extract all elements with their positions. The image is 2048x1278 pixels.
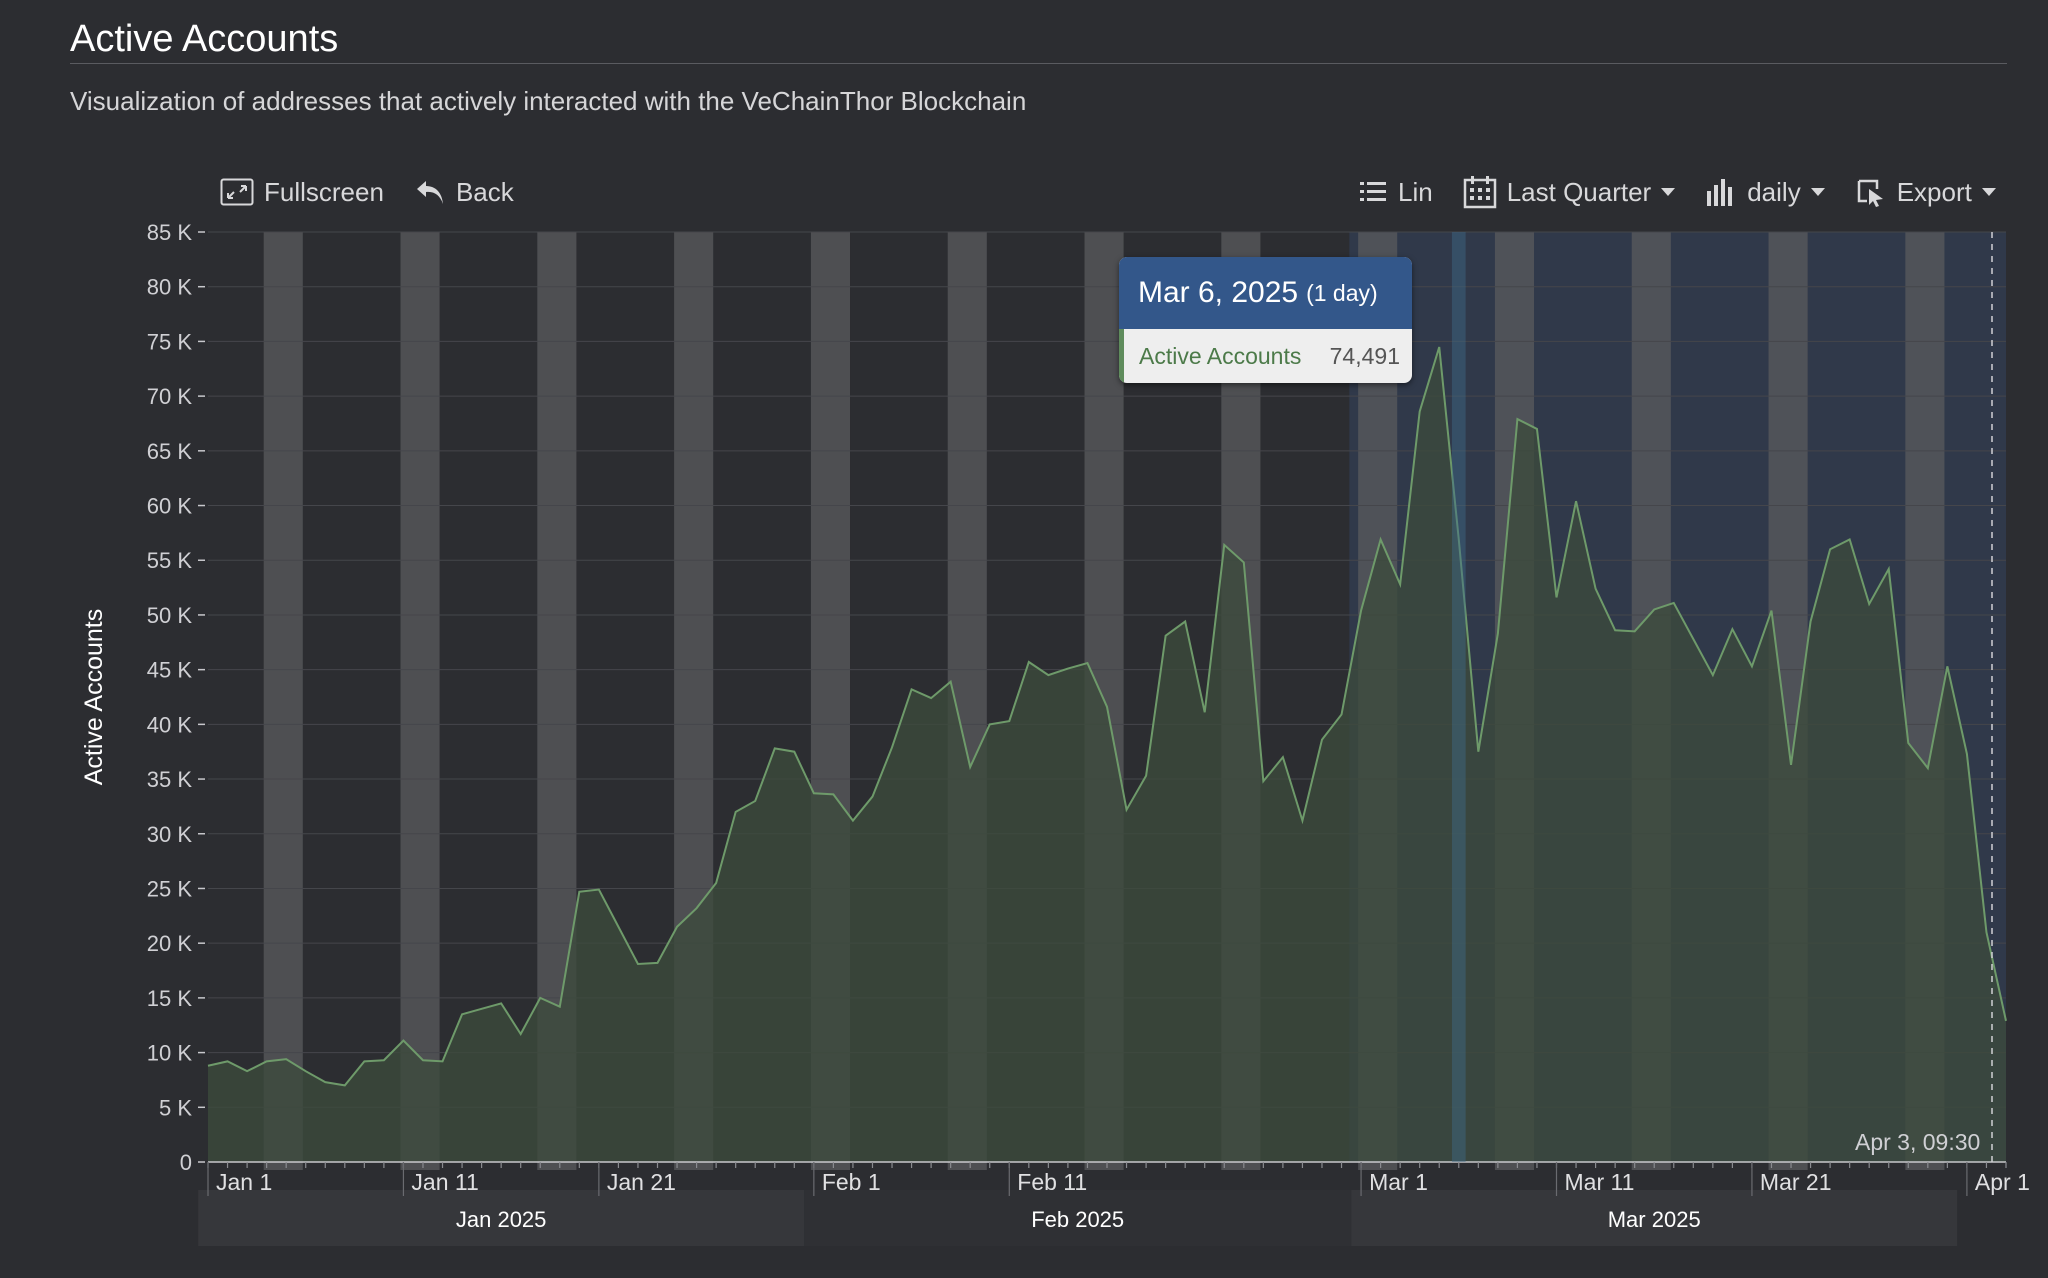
y-tick-label: 15 K (147, 986, 193, 1011)
list-icon (1360, 182, 1386, 201)
y-tick-label: 25 K (147, 876, 193, 901)
month-label: Mar 2025 (1608, 1207, 1701, 1232)
y-tick-label: 80 K (147, 275, 193, 300)
x-tick-label: Jan 11 (411, 1169, 478, 1195)
tooltip-header: Mar 6, 2025 (1 day) (1119, 257, 1412, 329)
chevron-down-icon (1661, 188, 1676, 196)
y-axis-title: Active Accounts (80, 609, 108, 785)
export-label: Export (1896, 176, 1972, 207)
y-tick-label: 30 K (147, 822, 193, 847)
tooltip-row: Active Accounts 74,491 (1119, 329, 1412, 383)
month-band (1351, 1190, 1958, 1246)
back-button[interactable]: Back (414, 177, 514, 208)
x-tick-label: Mar 21 (1760, 1169, 1832, 1195)
toolbar-left: Fullscreen Back (220, 172, 544, 212)
y-tick-label: 40 K (147, 712, 193, 737)
x-tick-label: Feb 1 (822, 1169, 881, 1195)
month-band (804, 1190, 1352, 1246)
fullscreen-icon (220, 178, 254, 206)
y-tick-label: 70 K (147, 384, 193, 409)
fullscreen-label: Fullscreen (264, 176, 384, 207)
y-tick-label: 45 K (147, 658, 193, 683)
data-tooltip: Mar 6, 2025 (1 day) Active Accounts 74,4… (1119, 257, 1412, 383)
x-tick-label: Mar 11 (1565, 1169, 1635, 1195)
x-tick-label: Jan 21 (607, 1169, 676, 1195)
scale-label: Lin (1398, 176, 1433, 207)
tooltip-value: 74,491 (1329, 342, 1400, 369)
page-subtitle: Visualization of addresses that actively… (70, 86, 1027, 116)
chevron-down-icon (1981, 188, 1996, 196)
scale-toggle[interactable]: Lin (1358, 177, 1433, 208)
month-label: Feb 2025 (1031, 1207, 1124, 1232)
y-tick-label: 0 (180, 1150, 192, 1175)
series-area-active-accounts (208, 346, 2006, 1162)
y-tick-label: 85 K (147, 220, 193, 245)
range-label: Last Quarter (1506, 176, 1652, 207)
export-icon (1857, 179, 1883, 207)
tooltip-date: Mar 6, 2025 (1138, 276, 1299, 309)
y-tick-label: 35 K (147, 767, 193, 792)
latest-timestamp: Apr 3, 09:30 (1855, 1129, 1981, 1155)
series-line-active-accounts (207, 346, 2007, 1087)
back-label: Back (455, 176, 514, 207)
toolbar-right: Lin Last Quarter daily Export (1358, 172, 2026, 212)
weekend-band (400, 232, 440, 1170)
y-tick-label: 65 K (147, 439, 193, 464)
bar-chart-icon (1707, 179, 1733, 206)
page-title: Active Accounts (70, 18, 339, 60)
y-tick-label: 5 K (159, 1095, 192, 1120)
interval-dropdown[interactable]: daily (1705, 176, 1825, 208)
export-dropdown[interactable]: Export (1855, 177, 1996, 208)
x-tick-label: Mar 1 (1369, 1169, 1428, 1195)
y-tick-label: 20 K (147, 931, 193, 956)
y-tick-label: 10 K (147, 1041, 193, 1066)
range-dropdown[interactable]: Last Quarter (1463, 175, 1676, 209)
y-tick-label: 55 K (147, 548, 193, 573)
interval-label: daily (1747, 176, 1801, 207)
y-tick-label: 75 K (147, 329, 193, 354)
x-tick-label: Jan 1 (216, 1169, 272, 1195)
undo-arrow-icon (416, 181, 443, 204)
tooltip-span: (1 day) (1306, 279, 1378, 306)
fullscreen-button[interactable]: Fullscreen (220, 177, 384, 208)
y-tick-label: 50 K (147, 603, 193, 628)
title-divider (70, 63, 2007, 64)
calendar-icon (1463, 176, 1496, 209)
chevron-down-icon (1810, 188, 1825, 196)
x-tick-label: Apr 1 (1975, 1169, 2030, 1195)
y-tick-label: 60 K (147, 494, 193, 519)
weekend-band (263, 232, 303, 1170)
month-label: Jan 2025 (456, 1207, 547, 1232)
month-band (198, 1190, 805, 1246)
x-tick-label: Feb 11 (1017, 1169, 1087, 1195)
tooltip-series-name: Active Accounts (1139, 342, 1302, 369)
selected-date-marker (1451, 232, 1466, 1162)
